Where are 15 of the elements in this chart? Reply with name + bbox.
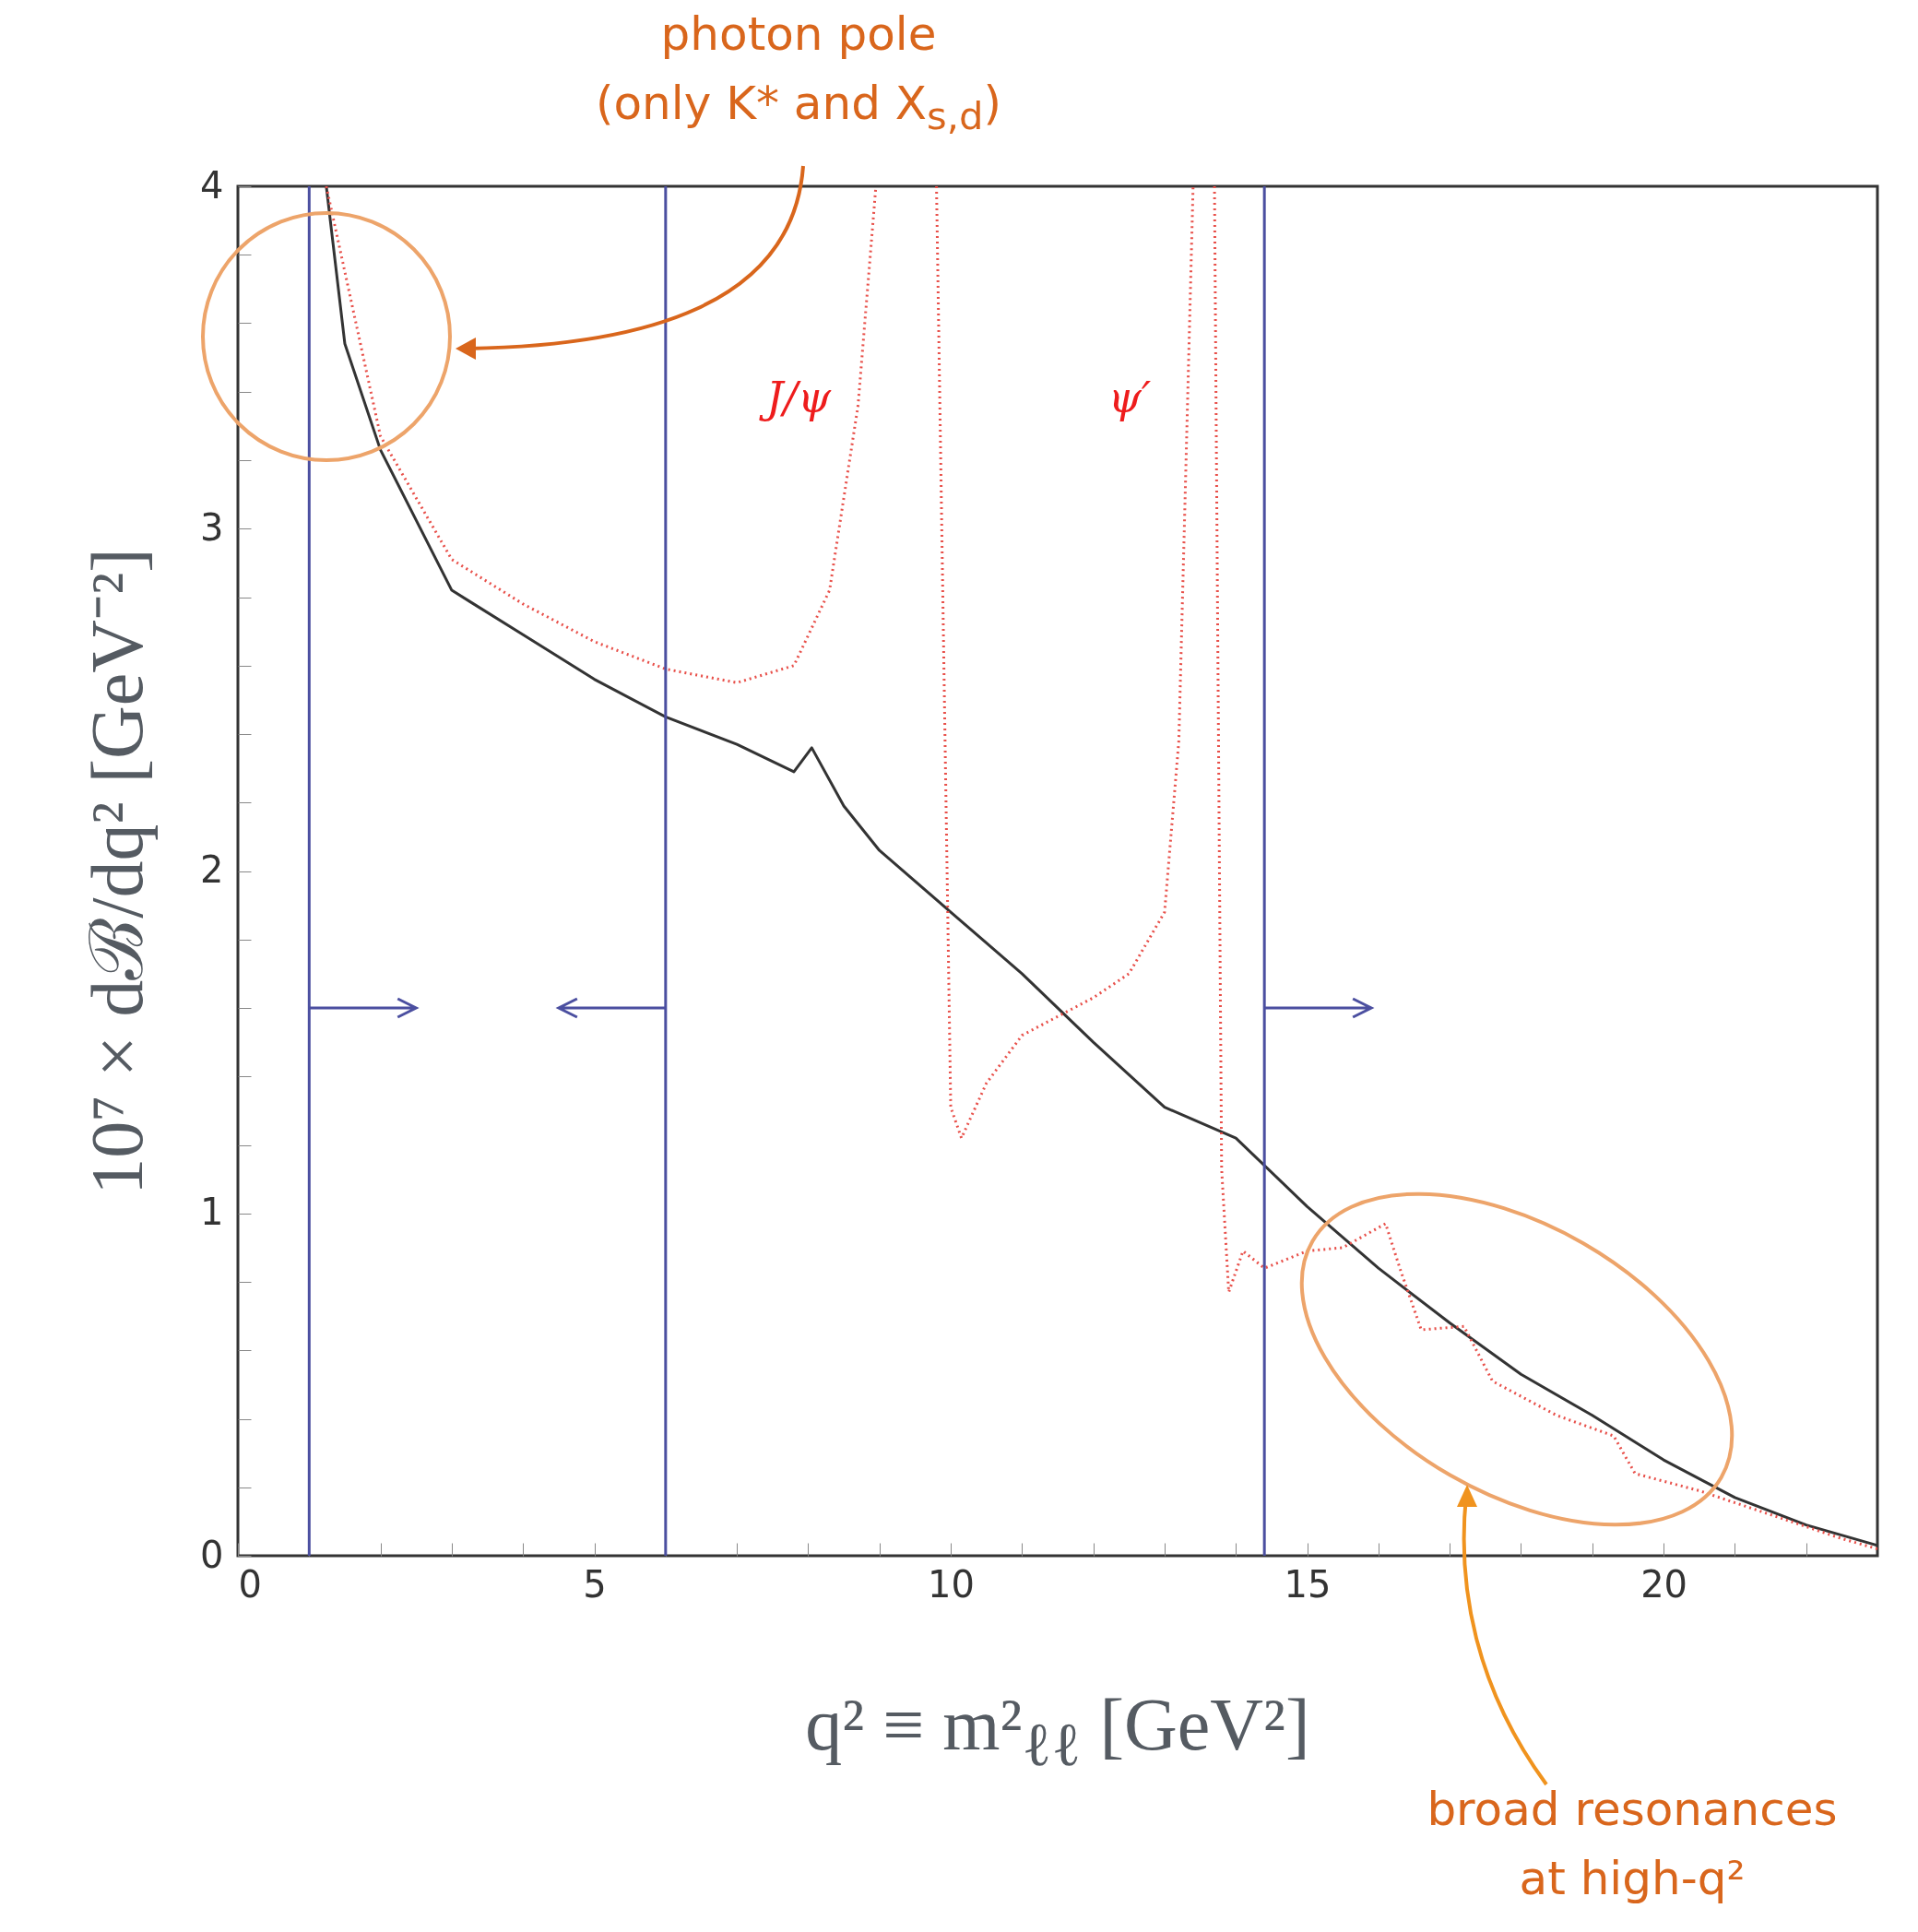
x-tick-label: 0 [238,1562,262,1606]
x-tick-label: 15 [1284,1562,1332,1606]
y-tick-label: 2 [200,848,224,891]
y-tick-label: 1 [200,1191,224,1234]
x-axis-title: q² ≡ m²$_{ℓℓ}$ [GeV²] [805,1684,1310,1778]
x-tick-label: 20 [1640,1562,1688,1606]
text: photon pole (only K* and X$_{s,d}$) [596,6,1001,140]
x-tick-label: 10 [928,1562,975,1606]
y-axis-title: 10⁷ × dℬ/dq² [GeV⁻²] [77,547,158,1195]
y-tick-label: 3 [200,505,224,549]
y-tick-label: 0 [200,1533,224,1576]
x-tick-label: 5 [583,1562,607,1606]
y-tick-label: 4 [200,163,224,207]
annotation: ψ′ [1107,373,1152,422]
text: broad resonances at high-q² [1427,1782,1838,1907]
